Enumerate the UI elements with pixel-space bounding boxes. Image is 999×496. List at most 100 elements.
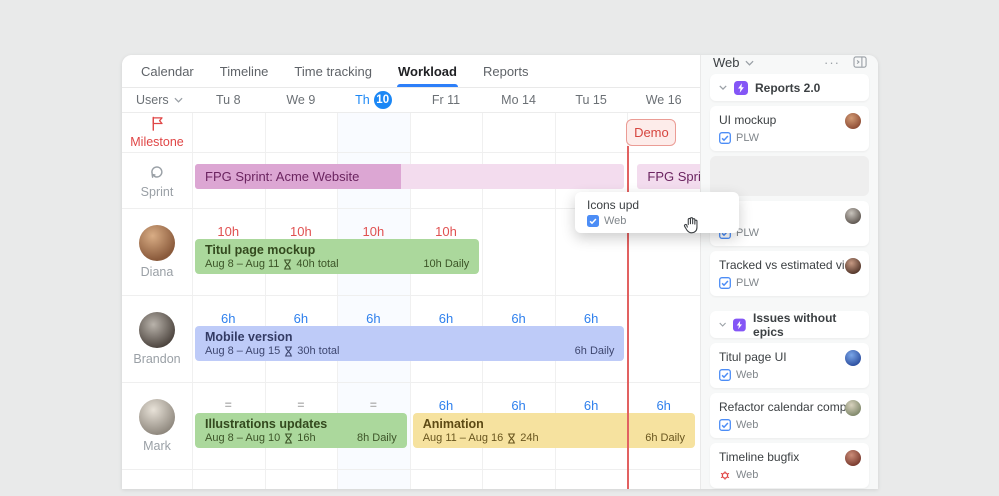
- assignee-avatar: [845, 450, 861, 466]
- assignee-avatar: [845, 113, 861, 129]
- sidebar-header: Web ···: [701, 55, 878, 70]
- day-header-fr11: Fr 11: [431, 93, 461, 107]
- task-daily: 8h Daily: [356, 432, 397, 444]
- tab-reports[interactable]: Reports: [482, 63, 529, 79]
- task-dates: Aug 8 – Aug 15: [205, 345, 281, 357]
- dragged-task-card-icons-upd[interactable]: Icons upd Web: [575, 192, 739, 233]
- backlog-card-refactor-calendar[interactable]: Refactor calendar component Web: [710, 393, 869, 438]
- card-title: Tracked vs estimated view: [719, 258, 860, 272]
- users-label: Users: [136, 93, 169, 107]
- card-status-row: Web: [719, 419, 860, 431]
- checkbox-icon[interactable]: [719, 132, 731, 144]
- taskbar-titul-page-mockup[interactable]: Titul page mockup Aug 8 – Aug 11 40h tot…: [195, 239, 480, 274]
- daily-hours: 6h: [293, 311, 309, 326]
- chevron-down-icon: [719, 85, 727, 90]
- checkbox-icon[interactable]: [719, 277, 731, 289]
- grid-line: [409, 113, 411, 489]
- grid-line: [482, 113, 484, 489]
- full-day-marker: =: [369, 398, 377, 412]
- backlog-card-titul-page-ui[interactable]: Titul page UI Web: [710, 343, 869, 388]
- day-header-mo14: Mo 14: [501, 93, 536, 107]
- grid-line: [264, 113, 266, 489]
- card-status-row: PLW: [719, 132, 860, 144]
- milestone-label: Milestone: [130, 135, 184, 149]
- taskbar-illustrations-updates[interactable]: Illustrations updates Aug 8 – Aug 10 16h…: [195, 413, 407, 448]
- taskbar-animation[interactable]: Animation Aug 11 – Aug 16 24h 6h Daily: [412, 413, 695, 448]
- milestone-deadline-line: [627, 146, 630, 489]
- card-tag: PLW: [736, 277, 760, 289]
- task-dates: Aug 11 – Aug 16: [422, 432, 504, 444]
- backlog-sidebar: Web ··· Reports 2.0 UI mockup: [700, 55, 878, 489]
- sprint-bar-next[interactable]: FPG Sprint: Re: [637, 164, 700, 189]
- today-day-prefix: Th: [355, 93, 370, 107]
- sprint-bar-acme-website[interactable]: FPG Sprint: Acme Website: [195, 164, 625, 189]
- backlog-card-ui-mockup[interactable]: UI mockup PLW: [710, 106, 869, 151]
- task-total: 16h: [297, 432, 316, 444]
- card-title: Timeline bugfix: [719, 450, 800, 464]
- card-status-row: PLW: [719, 227, 860, 239]
- card-title: Refactor calendar component: [719, 400, 860, 414]
- epic-icon: [734, 80, 748, 95]
- daily-hours: 10h: [289, 224, 312, 239]
- task-title: Animation: [422, 417, 484, 431]
- more-options-icon[interactable]: ···: [824, 55, 840, 70]
- sprint-bar-label: FPG Sprint: Re: [647, 169, 700, 184]
- daily-hours: 6h: [583, 398, 599, 413]
- grid-line: [337, 113, 339, 489]
- tab-calendar[interactable]: Calendar: [141, 63, 194, 79]
- tab-time-tracking[interactable]: Time tracking: [294, 63, 372, 79]
- card-title: [719, 208, 860, 222]
- task-daily: 10h Daily: [423, 258, 470, 270]
- epic-group-issues-without-epics[interactable]: Issues without epics: [710, 310, 869, 339]
- card-tag: PLW: [736, 227, 760, 239]
- person-name: Diana: [140, 265, 174, 279]
- task-total: 40h total: [296, 258, 339, 270]
- backlog-card-tracked-vs-estimated[interactable]: Tracked vs estimated view PLW: [710, 251, 869, 296]
- person-row-brandon: Brandon 6h 6h 6h 6h 6h 6h Mobile version…: [122, 296, 700, 383]
- hourglass-icon: [285, 345, 293, 357]
- hourglass-icon: [285, 432, 293, 444]
- checkbox-icon[interactable]: [719, 419, 731, 431]
- daily-hours: 6h: [511, 311, 526, 326]
- epic-group-reports-2-0[interactable]: Reports 2.0: [710, 74, 869, 101]
- card-status-row: Web: [719, 469, 860, 481]
- task-daily: 6h Daily: [645, 432, 685, 444]
- task-meta: Aug 11 – Aug 16 24h 6h Daily: [423, 432, 685, 444]
- task-meta: Aug 8 – Aug 15 30h total 6h Daily: [205, 345, 614, 357]
- daily-hours: 6h: [656, 398, 671, 413]
- day-header-today: Th 10: [337, 91, 410, 109]
- avatar-brandon: [139, 312, 175, 348]
- card-status-row: PLW: [719, 277, 860, 289]
- card-title: Titul page UI: [719, 350, 787, 364]
- chevron-down-icon[interactable]: [744, 60, 754, 66]
- daily-hours: 6h: [366, 311, 381, 326]
- app-window: Calendar Timeline Time tracking Workload…: [122, 55, 878, 489]
- checkbox-checked-icon: [587, 215, 599, 227]
- epic-group-title: Issues without epics: [753, 310, 837, 339]
- collapse-panel-icon[interactable]: [853, 56, 868, 69]
- users-dropdown[interactable]: Users: [122, 93, 192, 107]
- sprint-progress-fill: [195, 164, 402, 189]
- tab-workload[interactable]: Workload: [385, 55, 470, 87]
- grid-filler-row: [122, 470, 700, 489]
- milestone-demo-badge[interactable]: Demo: [626, 119, 677, 146]
- day-header-we16: We 16: [645, 93, 682, 107]
- today-badge: 10: [373, 91, 392, 109]
- sprint-loop-icon: [151, 165, 163, 178]
- sidebar-card-list: Reports 2.0 UI mockup PLW: [701, 70, 878, 496]
- tab-timeline[interactable]: Timeline: [219, 63, 269, 79]
- grid-line: [554, 113, 556, 489]
- person-cell-diana: Diana: [122, 209, 192, 295]
- taskbar-mobile-version[interactable]: Mobile version Aug 8 – Aug 15 30h total …: [195, 326, 625, 361]
- full-day-marker: =: [224, 398, 232, 412]
- day-header-tu8: Tu 8: [216, 93, 241, 107]
- day-header-we9: We 9: [286, 93, 316, 107]
- epic-icon: [733, 318, 747, 331]
- card-tag: PLW: [736, 132, 760, 144]
- column-header-row: Users Tu 8 We 9 Th 10 Fr 11 Mo 14 Tu 15 …: [122, 88, 700, 113]
- checkbox-icon[interactable]: [719, 369, 731, 381]
- grab-hand-cursor: [680, 214, 702, 236]
- card-title: UI mockup: [719, 113, 777, 127]
- backlog-card-timeline-bugfix[interactable]: Timeline bugfix Web: [710, 443, 869, 488]
- task-title: Illustrations updates: [205, 417, 328, 431]
